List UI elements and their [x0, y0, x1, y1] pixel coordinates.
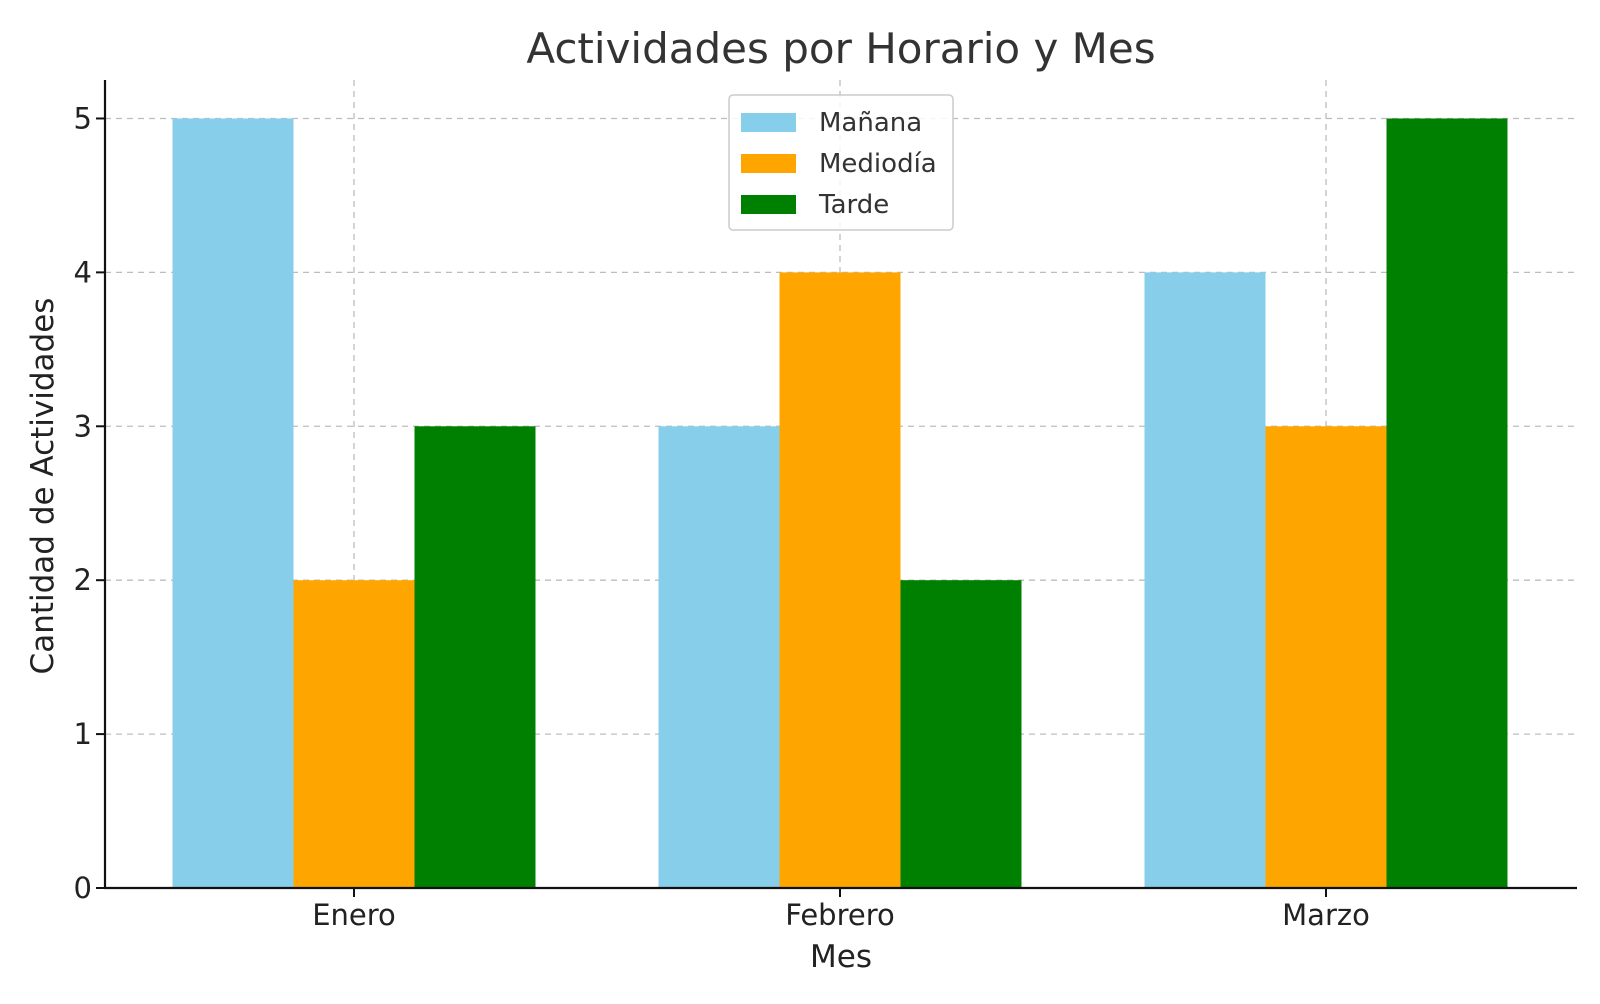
- legend-label: Mañana: [819, 108, 922, 138]
- bars: [172, 118, 1508, 888]
- bar-mediodía-enero: [293, 580, 415, 888]
- legend-swatch: [741, 113, 796, 132]
- x-tick-label: Enero: [312, 898, 396, 932]
- x-tick-label: Marzo: [1282, 898, 1370, 932]
- legend-swatch: [741, 154, 796, 173]
- y-tick-label: 0: [74, 871, 92, 905]
- bar-tarde-enero: [414, 426, 536, 888]
- bar-mediodía-marzo: [1265, 426, 1387, 888]
- legend-label: Mediodía: [819, 149, 937, 179]
- y-axis-label: Cantidad de Actividades: [25, 298, 61, 675]
- y-tick-label: 1: [74, 717, 92, 751]
- bar-mañana-marzo: [1144, 272, 1266, 888]
- legend-swatch: [741, 195, 796, 214]
- legend: Mañana Mediodía Tarde: [728, 94, 954, 231]
- ticks: 0 1 2 3 4 5 Enero Febrero Marzo: [74, 101, 1370, 932]
- bar-mañana-enero: [172, 118, 294, 888]
- bar-mediodía-febrero: [779, 272, 901, 888]
- y-tick-label: 4: [74, 255, 92, 289]
- y-tick-label: 3: [74, 409, 92, 443]
- y-tick-label: 2: [74, 563, 92, 597]
- x-tick-label: Febrero: [785, 898, 895, 932]
- y-tick-label: 5: [74, 101, 92, 135]
- chart-title: Actividades por Horario y Mes: [526, 24, 1155, 73]
- legend-label: Tarde: [818, 190, 889, 220]
- bar-mañana-febrero: [658, 426, 780, 888]
- bar-tarde-febrero: [900, 580, 1022, 888]
- bar-tarde-marzo: [1386, 118, 1508, 888]
- x-axis-label: Mes: [810, 939, 872, 975]
